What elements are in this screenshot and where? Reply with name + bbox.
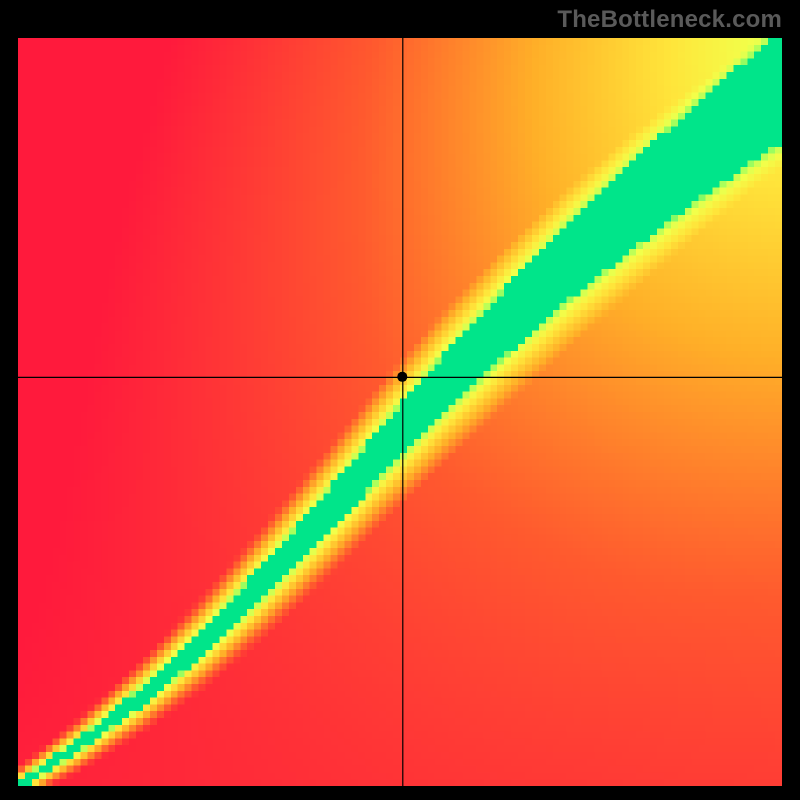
root-container: TheBottleneck.com xyxy=(0,0,800,800)
watermark-text: TheBottleneck.com xyxy=(557,6,782,34)
heatmap-overlay-canvas xyxy=(18,38,782,786)
